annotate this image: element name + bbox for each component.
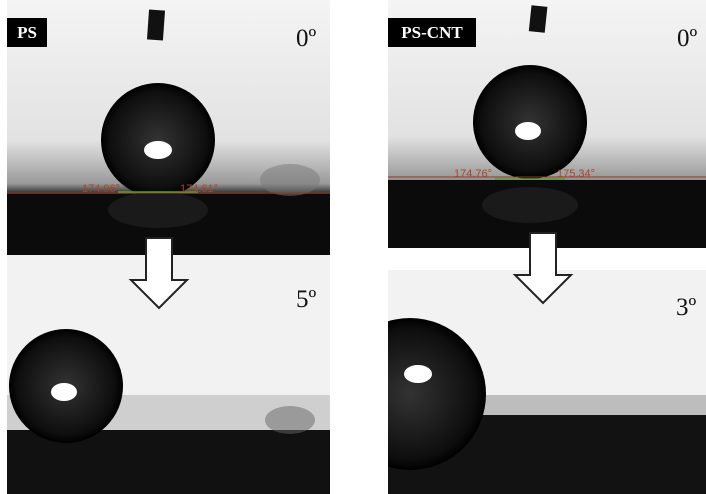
contact-angle: 174.96° bbox=[82, 183, 120, 195]
tilt-label: 0º bbox=[677, 25, 698, 52]
tilt-label: 5º bbox=[296, 286, 317, 313]
figure: PS PS-CNT 0º 0º 5º 3º 174.96° 174.61° 17… bbox=[0, 0, 706, 494]
contact-angle: 174.61° bbox=[180, 183, 218, 195]
tilt-label: 3º bbox=[676, 294, 697, 321]
contact-angle: 175.34° bbox=[557, 168, 595, 180]
sample-label: PS-CNT bbox=[401, 23, 463, 42]
sample-label: PS bbox=[17, 23, 37, 42]
photo-pscnt-tilt bbox=[334, 270, 706, 494]
contact-angle: 174.76° bbox=[454, 168, 492, 180]
tilt-label: 0º bbox=[296, 25, 317, 52]
photo-ps-0 bbox=[7, 0, 330, 255]
